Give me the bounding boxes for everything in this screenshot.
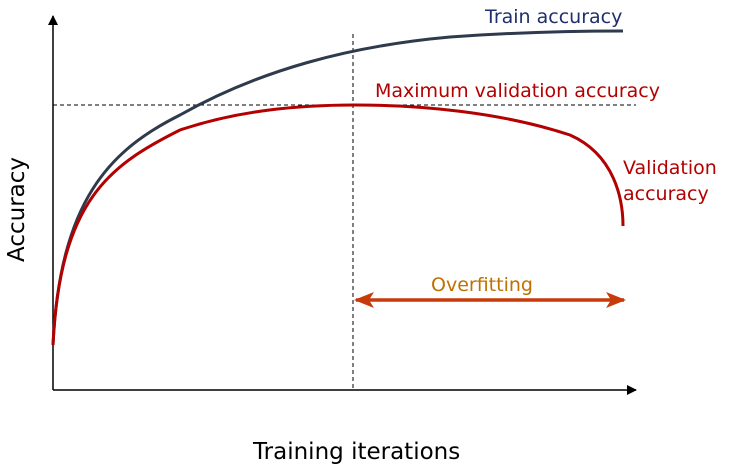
validation-accuracy-curve — [51, 103, 625, 346]
overfitting-label: Overfitting — [431, 274, 533, 296]
y-axis-label: Accuracy — [4, 157, 30, 262]
train-accuracy-label: Train accuracy — [484, 6, 622, 28]
max-validation-label: Maximum validation accuracy — [375, 80, 660, 102]
validation-accuracy-label-line2: accuracy — [623, 183, 709, 205]
x-axis-label: Training iterations — [252, 439, 460, 465]
validation-accuracy-label-line1: Validation — [623, 157, 717, 179]
train-accuracy-curve — [51, 29, 624, 346]
